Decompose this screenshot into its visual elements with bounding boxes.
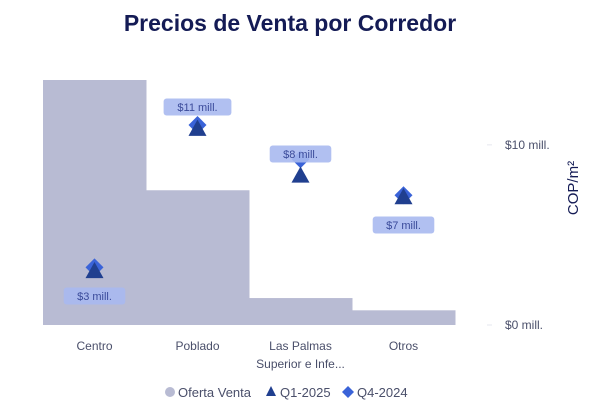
data-label: $3 mill. [77, 291, 112, 303]
bar-4 [352, 310, 456, 325]
x-tick-label: Las Palmas [269, 339, 332, 353]
data-labels-layer: $3 mill. $11 mill. $8 mill. $7 mill. [63, 98, 435, 305]
data-label-badge [269, 145, 332, 163]
marker-q1-2025-triangle [291, 166, 310, 183]
marker-q1-2025-triangle [188, 119, 207, 136]
legend[interactable]: Oferta Venta Q1-2025 Q4-2024 [165, 385, 408, 400]
right-axis-tick-label: $10 mill. [505, 138, 550, 152]
legend-label-oferta-venta: Oferta Venta [178, 385, 252, 400]
x-tick-label: Superior e Infe... [256, 357, 345, 371]
legend-label-q1-2025: Q1-2025 [280, 385, 331, 400]
legend-swatch-q4-2024 [342, 386, 354, 398]
data-label: $8 mill. [283, 149, 318, 161]
chart-title: Precios de Venta por Corredor [124, 10, 456, 36]
bar-2 [146, 190, 250, 325]
data-label: $11 mill. [177, 102, 217, 114]
right-axis-label: COP/m² [565, 161, 582, 215]
bar-1 [43, 80, 147, 325]
marker-q1-2025-triangle [85, 261, 104, 279]
data-label-badge [63, 287, 126, 305]
x-tick-label: Poblado [175, 339, 219, 353]
data-label-badge [163, 98, 232, 116]
legend-label-q4-2024: Q4-2024 [357, 385, 408, 400]
data-label: $7 mill. [386, 220, 421, 232]
x-axis-ticks: Centro Poblado Las Palmas Superior e Infe..… [76, 339, 418, 371]
bar-3 [249, 298, 353, 325]
legend-swatch-q1-2025 [266, 386, 276, 396]
data-label-badge [372, 216, 435, 234]
x-tick-label: Centro [76, 339, 112, 353]
bars-layer [43, 80, 456, 325]
right-axis-tick-label: $0 mill. [505, 318, 543, 332]
legend-swatch-oferta-venta [165, 387, 175, 397]
marker-q1-2025-triangle [394, 188, 413, 205]
x-tick-label: Otros [389, 339, 418, 353]
right-axis-ticks: $0 mill. $10 mill. [487, 138, 550, 332]
